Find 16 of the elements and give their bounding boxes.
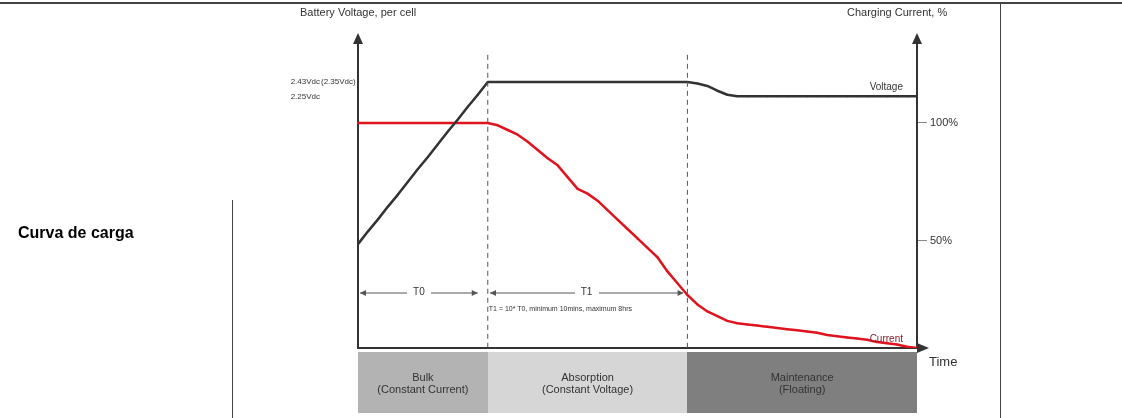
text: Bulk (Constant Current): [358, 352, 488, 413]
text: (2.35Vdc): [321, 76, 356, 87]
text: Absorption (Constant Voltage): [487, 352, 688, 413]
x-axis-title: Time: [929, 354, 958, 369]
annotation: T0: [406, 286, 431, 297]
series-label: Current: [869, 332, 904, 344]
y2-axis-title: Charging Current, %: [847, 6, 948, 18]
text: Curva de carga: [18, 224, 134, 242]
y2-tick-label: 50%: [930, 233, 953, 246]
annotation: T1: [574, 286, 599, 297]
y2-tick-label: 100%: [930, 115, 959, 128]
y-axis-title: Battery Voltage, per cell: [300, 6, 417, 18]
y-tick-label: 2.43Vdc: [290, 77, 320, 87]
y-tick-label: 2.25Vdc: [290, 91, 320, 101]
text: Maintenance (Floating): [687, 352, 917, 413]
series-label: Voltage: [869, 81, 904, 93]
